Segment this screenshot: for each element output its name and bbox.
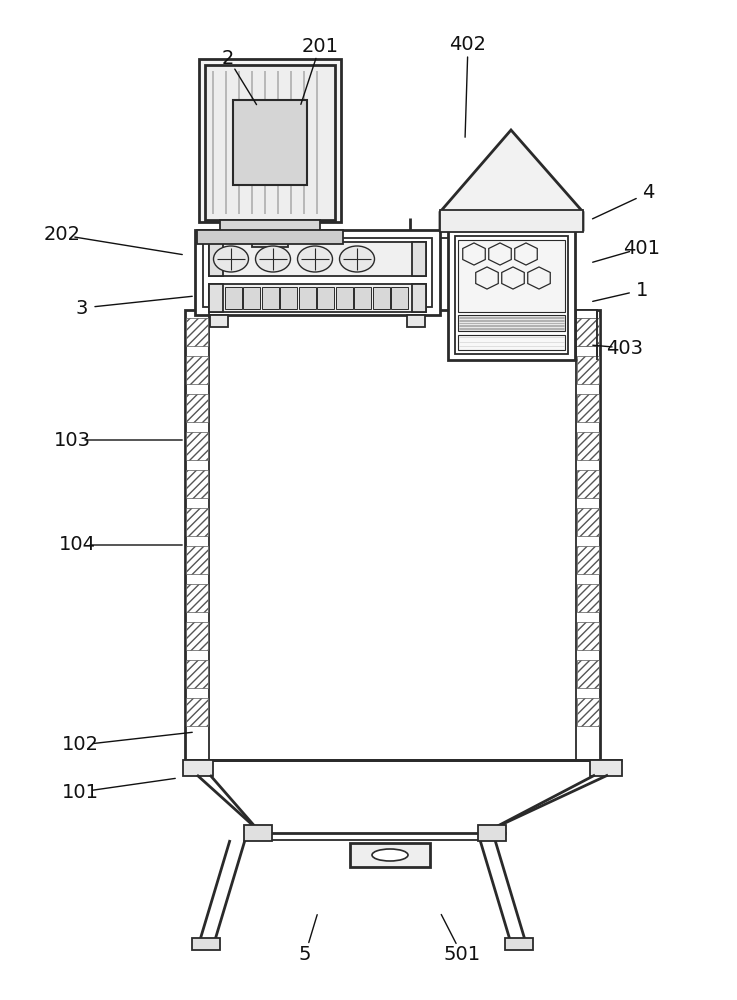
Text: 403: 403	[607, 338, 643, 358]
Bar	[577, 622, 599, 650]
Text: 5: 5	[298, 946, 311, 964]
Bar	[577, 432, 599, 460]
Bar	[407, 315, 425, 327]
Ellipse shape	[298, 246, 332, 272]
Bar	[577, 584, 599, 612]
Bar	[210, 315, 228, 327]
Bar	[186, 622, 208, 650]
Bar	[195, 230, 440, 315]
Bar	[336, 287, 353, 309]
Bar	[448, 230, 575, 360]
Bar	[354, 287, 371, 309]
Bar	[391, 287, 408, 309]
Bar	[281, 287, 298, 309]
Bar	[262, 287, 279, 309]
Bar	[186, 584, 208, 612]
Bar	[577, 318, 599, 346]
Bar	[220, 220, 320, 232]
Bar	[577, 394, 599, 422]
Bar	[192, 938, 220, 950]
Bar	[577, 698, 599, 726]
Ellipse shape	[214, 246, 248, 272]
Bar	[458, 240, 565, 312]
Bar	[373, 287, 390, 309]
Polygon shape	[440, 130, 583, 230]
Bar	[577, 546, 599, 574]
Bar	[186, 432, 208, 460]
Text: 401: 401	[624, 238, 660, 257]
Ellipse shape	[372, 849, 408, 861]
Bar	[186, 660, 208, 688]
Bar	[440, 210, 583, 232]
Bar	[186, 394, 208, 422]
Bar	[185, 310, 600, 760]
Bar	[199, 59, 341, 222]
Bar	[186, 356, 208, 384]
Bar	[225, 287, 242, 309]
Bar	[412, 284, 426, 312]
Bar	[505, 938, 533, 950]
Bar	[186, 698, 208, 726]
Bar	[577, 470, 599, 498]
Bar	[575, 310, 597, 360]
Bar	[590, 760, 622, 776]
Bar	[186, 470, 208, 498]
Text: 501: 501	[444, 946, 481, 964]
Bar	[243, 287, 260, 309]
Ellipse shape	[256, 246, 290, 272]
Bar	[318, 287, 335, 309]
Text: 1: 1	[636, 280, 648, 300]
Bar	[186, 318, 208, 346]
Bar	[186, 546, 208, 574]
Bar	[412, 242, 426, 276]
Bar	[576, 318, 596, 346]
Text: 101: 101	[61, 782, 99, 802]
Bar	[455, 236, 568, 354]
Bar	[233, 100, 307, 185]
Bar	[458, 335, 565, 350]
Text: 4: 4	[642, 184, 654, 202]
Bar	[183, 760, 213, 776]
Text: 402: 402	[450, 34, 486, 53]
Bar	[209, 284, 223, 312]
Bar	[478, 825, 506, 841]
Bar	[252, 233, 288, 247]
Text: 102: 102	[61, 736, 99, 754]
Ellipse shape	[340, 246, 374, 272]
Bar	[186, 508, 208, 536]
Text: 2: 2	[222, 48, 234, 68]
Bar	[209, 284, 426, 312]
Bar	[205, 65, 335, 220]
Bar	[350, 843, 430, 867]
Bar	[299, 287, 316, 309]
Bar	[244, 825, 272, 841]
Bar	[577, 508, 599, 536]
Text: 3: 3	[76, 298, 88, 318]
Text: 201: 201	[301, 36, 338, 55]
Text: 104: 104	[58, 536, 96, 554]
Bar	[577, 660, 599, 688]
Bar	[203, 238, 432, 307]
Bar	[209, 242, 223, 276]
Bar	[197, 230, 343, 244]
Bar	[577, 356, 599, 384]
Bar	[458, 315, 565, 331]
Text: 103: 103	[54, 430, 91, 450]
Bar	[209, 242, 426, 276]
Text: 202: 202	[43, 226, 80, 244]
